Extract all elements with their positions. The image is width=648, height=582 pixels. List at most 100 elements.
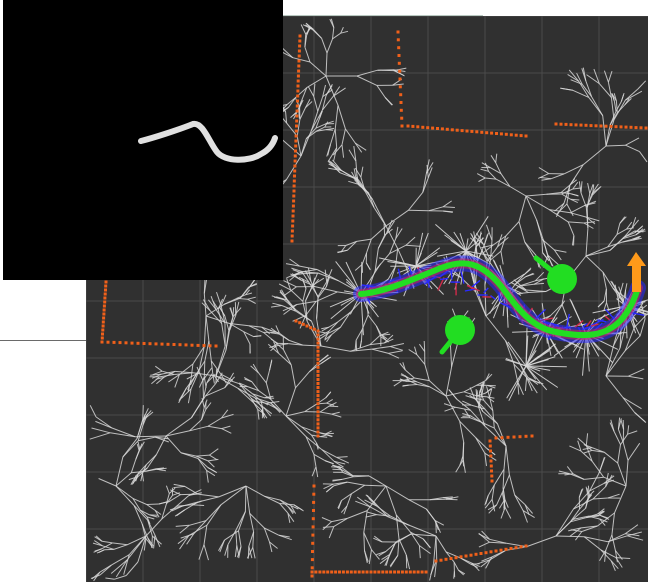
tree-branch bbox=[600, 549, 617, 559]
tree-branch bbox=[607, 234, 618, 248]
tree-branch bbox=[316, 129, 327, 132]
tree-branch bbox=[203, 525, 208, 545]
tree-branch bbox=[605, 345, 614, 377]
obstacle-point bbox=[449, 557, 453, 560]
obstacle-point bbox=[118, 341, 122, 345]
tree-branch bbox=[322, 84, 326, 97]
planned-path bbox=[353, 255, 646, 344]
tree-branch bbox=[139, 509, 148, 518]
tree-branch bbox=[154, 509, 162, 515]
tree-branch bbox=[522, 510, 528, 523]
tree-branch bbox=[253, 335, 262, 338]
tree-branch bbox=[607, 535, 628, 543]
tree-branch bbox=[133, 505, 143, 525]
tree-branch bbox=[356, 496, 371, 508]
tree-branch bbox=[398, 538, 407, 556]
tree-branch bbox=[597, 511, 605, 517]
tree-branch bbox=[111, 554, 130, 566]
obstacle-point bbox=[178, 343, 182, 347]
tree-branch bbox=[611, 93, 615, 101]
tree-branch bbox=[592, 305, 627, 314]
tree-branch bbox=[471, 404, 485, 410]
tree-branch bbox=[493, 427, 507, 447]
tree-branch bbox=[408, 209, 429, 212]
tree-branch bbox=[371, 198, 387, 227]
tree-branch bbox=[328, 526, 335, 539]
tree-branch bbox=[462, 400, 472, 406]
tree-branch bbox=[536, 219, 543, 240]
tree-branch bbox=[227, 530, 237, 546]
tree-branch bbox=[442, 210, 453, 213]
tree-branch bbox=[616, 223, 621, 235]
obstacle-point bbox=[489, 464, 493, 468]
tree-branch bbox=[320, 345, 351, 352]
obstacle-point bbox=[202, 344, 206, 348]
tree-branch bbox=[341, 469, 354, 477]
tree-branch bbox=[155, 365, 163, 372]
obstacle-point bbox=[301, 322, 305, 326]
tree-branch bbox=[615, 550, 623, 560]
tree-branch bbox=[326, 402, 335, 406]
tree-branch bbox=[574, 531, 583, 541]
tree-branch bbox=[627, 535, 644, 541]
tree-branch bbox=[179, 524, 190, 534]
obstacle-point bbox=[397, 46, 401, 50]
tree-branch bbox=[354, 264, 363, 271]
tree-branch bbox=[566, 203, 574, 217]
tree-branch bbox=[388, 350, 403, 354]
obstacle-point bbox=[506, 435, 510, 439]
tree-branch bbox=[307, 86, 315, 97]
tree-branch bbox=[408, 380, 418, 385]
tree-branch bbox=[497, 423, 507, 447]
tree-branch bbox=[195, 360, 206, 375]
tree-branch bbox=[333, 517, 348, 528]
tree-branch bbox=[585, 433, 589, 446]
tree-branch bbox=[631, 217, 637, 228]
tree-branch bbox=[319, 405, 330, 413]
tree-branch bbox=[387, 516, 410, 526]
tree-branch bbox=[151, 376, 160, 385]
tree-branch bbox=[525, 195, 538, 221]
tree-branch bbox=[613, 431, 621, 445]
tree-branch bbox=[484, 453, 487, 467]
tree-branch bbox=[325, 432, 334, 435]
obstacle-point bbox=[424, 570, 428, 574]
tree-branch bbox=[351, 484, 366, 495]
tree-branch bbox=[260, 400, 269, 406]
tree-branch bbox=[568, 527, 582, 532]
tree-branch bbox=[321, 449, 338, 458]
tree-branch bbox=[312, 273, 318, 286]
tree-branch bbox=[433, 535, 437, 564]
tree-branch bbox=[371, 348, 389, 354]
tree-branch bbox=[488, 504, 497, 514]
tree-branch bbox=[205, 387, 225, 397]
tree-branch bbox=[290, 505, 299, 510]
tree-branch bbox=[484, 162, 489, 172]
tree-branch bbox=[585, 194, 593, 208]
tree-branch bbox=[198, 346, 205, 372]
tree-branch bbox=[156, 467, 167, 470]
tree-branch bbox=[174, 374, 180, 388]
tree-branch bbox=[469, 394, 478, 401]
tree-branch bbox=[622, 397, 635, 413]
tree-branch bbox=[477, 559, 491, 565]
planner-visualization-canvas[interactable] bbox=[86, 16, 648, 582]
obstacle-point bbox=[426, 126, 430, 130]
tree-branch bbox=[525, 365, 551, 371]
tree-branch bbox=[463, 391, 477, 397]
tree-branch bbox=[99, 564, 112, 573]
tree-branch bbox=[299, 99, 304, 108]
tree-branch bbox=[585, 255, 604, 273]
tree-branch bbox=[469, 237, 480, 246]
obstacle-point bbox=[102, 308, 106, 312]
tree-branch bbox=[622, 397, 642, 410]
tree-branch bbox=[500, 235, 507, 252]
tree-branch bbox=[553, 249, 562, 261]
tree-branch bbox=[613, 100, 617, 112]
obstacle-point bbox=[489, 459, 493, 463]
tree-branch bbox=[569, 508, 580, 523]
tree-branch bbox=[264, 495, 280, 504]
tree-branch bbox=[622, 239, 634, 243]
tree-branch bbox=[315, 291, 338, 302]
obstacle-point bbox=[373, 570, 377, 574]
